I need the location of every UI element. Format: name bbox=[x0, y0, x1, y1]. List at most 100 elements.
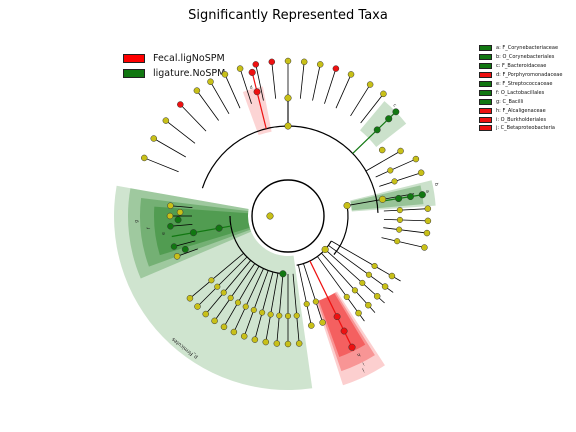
clade-label-h: h bbox=[356, 351, 361, 358]
tree-node bbox=[227, 294, 234, 301]
tree-node bbox=[242, 303, 249, 310]
tree-node bbox=[253, 88, 261, 96]
tree-node bbox=[194, 303, 201, 310]
branch-line bbox=[383, 208, 428, 212]
tree-node bbox=[381, 283, 389, 290]
branch-line bbox=[153, 138, 187, 158]
tree-node bbox=[319, 319, 326, 326]
tree-node bbox=[284, 312, 292, 320]
taxa-swatch bbox=[479, 89, 492, 96]
tree-node bbox=[373, 126, 381, 134]
tree-branches bbox=[144, 61, 428, 352]
branch-line bbox=[379, 172, 422, 187]
tree-node bbox=[424, 205, 432, 212]
branch-line bbox=[243, 270, 269, 337]
branch-line bbox=[255, 64, 264, 101]
taxa-legend-item: c: F_Bacteroidaceae bbox=[479, 62, 562, 71]
branch-arc bbox=[229, 215, 283, 275]
tree-node bbox=[259, 309, 266, 316]
clade-label-g: g bbox=[135, 220, 140, 223]
branch-line bbox=[233, 268, 264, 333]
clade-label-d: d bbox=[249, 84, 254, 91]
taxa-legend-item: g: C_Bacilli bbox=[479, 97, 562, 106]
tree-node bbox=[388, 272, 396, 280]
tree-node bbox=[284, 94, 292, 102]
tree-node bbox=[365, 271, 372, 278]
tree-node bbox=[303, 300, 310, 308]
branch-line bbox=[271, 61, 277, 99]
tree-node bbox=[251, 336, 259, 343]
taxa-label: b: O_Corynebacteriales bbox=[496, 54, 555, 61]
taxa-label: e: F_Streptococcaceae bbox=[496, 81, 553, 87]
tree-node bbox=[177, 101, 184, 108]
tree-node bbox=[395, 194, 403, 203]
legend-item-fecal: Fecal.ligNoSPM bbox=[123, 51, 225, 66]
tree-node bbox=[417, 169, 425, 176]
tree-node bbox=[234, 299, 242, 306]
tree-node bbox=[240, 333, 248, 340]
branch-line bbox=[256, 91, 267, 129]
tree-node bbox=[355, 309, 362, 317]
branch-line bbox=[321, 252, 376, 313]
taxa-swatch bbox=[479, 54, 492, 61]
tree-node bbox=[174, 216, 182, 224]
tree-node bbox=[373, 293, 381, 300]
tree-node bbox=[378, 146, 386, 154]
tree-nodes bbox=[141, 57, 432, 351]
tree-node bbox=[300, 58, 308, 66]
tree-node bbox=[392, 108, 400, 116]
group-legend: Fecal.ligNoSPM ligature.NoSPM bbox=[123, 51, 225, 81]
branch-line bbox=[299, 61, 305, 99]
clade-highlight-a bbox=[350, 185, 424, 211]
branch-line bbox=[173, 240, 196, 247]
tree-node bbox=[343, 293, 350, 300]
clade-label-c: c bbox=[392, 103, 398, 109]
legend-label-fecal: Fecal.ligNoSPM bbox=[153, 53, 225, 64]
tree-node bbox=[397, 147, 404, 155]
tree-node bbox=[273, 340, 281, 347]
taxa-legend-item: b: O_Corynebacteriales bbox=[479, 53, 562, 62]
tree-node bbox=[162, 117, 170, 124]
taxa-swatch bbox=[479, 98, 492, 105]
tree-node bbox=[248, 68, 256, 76]
clade-label-f: f bbox=[146, 227, 152, 230]
tree-node bbox=[396, 216, 403, 223]
branch-line bbox=[239, 68, 252, 104]
tree-node bbox=[279, 270, 287, 278]
branch-line bbox=[170, 205, 193, 209]
tree-node bbox=[424, 217, 432, 225]
tree-node bbox=[391, 178, 398, 185]
tree-node bbox=[276, 312, 283, 319]
taxa-legend-item: h: F_Alcaligenaceae bbox=[479, 106, 562, 115]
tree-node bbox=[378, 195, 387, 203]
root-ring bbox=[251, 179, 325, 253]
legend-swatch-ligature bbox=[123, 69, 145, 78]
legend-label-ligature: ligature.NoSPM bbox=[153, 68, 226, 79]
tree-node bbox=[266, 212, 274, 220]
tree-node bbox=[396, 207, 403, 214]
branch-line bbox=[381, 237, 425, 248]
tree-node bbox=[215, 224, 223, 232]
tree-node bbox=[166, 212, 174, 220]
branch-line bbox=[360, 93, 384, 124]
branch-arc bbox=[201, 125, 379, 213]
branch-line bbox=[383, 227, 428, 234]
tree-node bbox=[387, 167, 394, 174]
tree-node bbox=[207, 78, 214, 86]
tree-node bbox=[284, 122, 292, 130]
tree-node bbox=[348, 343, 356, 351]
branch-line bbox=[382, 194, 423, 202]
branch-line bbox=[350, 84, 371, 117]
taxa-swatch bbox=[479, 81, 492, 87]
taxa-label: d: F_Porphyromonadaceae bbox=[496, 72, 563, 79]
clade-label-i: i bbox=[361, 361, 365, 367]
branch-line bbox=[210, 81, 230, 115]
tree-node bbox=[293, 312, 300, 319]
tree-node bbox=[340, 327, 348, 335]
tree-node bbox=[343, 202, 351, 210]
legend-item-ligature: ligature.NoSPM bbox=[123, 66, 225, 81]
tree-node bbox=[252, 61, 260, 68]
taxa-label: i: O_Burkholderiales bbox=[496, 116, 547, 123]
tree-node bbox=[407, 193, 414, 201]
branch-line bbox=[224, 74, 241, 109]
